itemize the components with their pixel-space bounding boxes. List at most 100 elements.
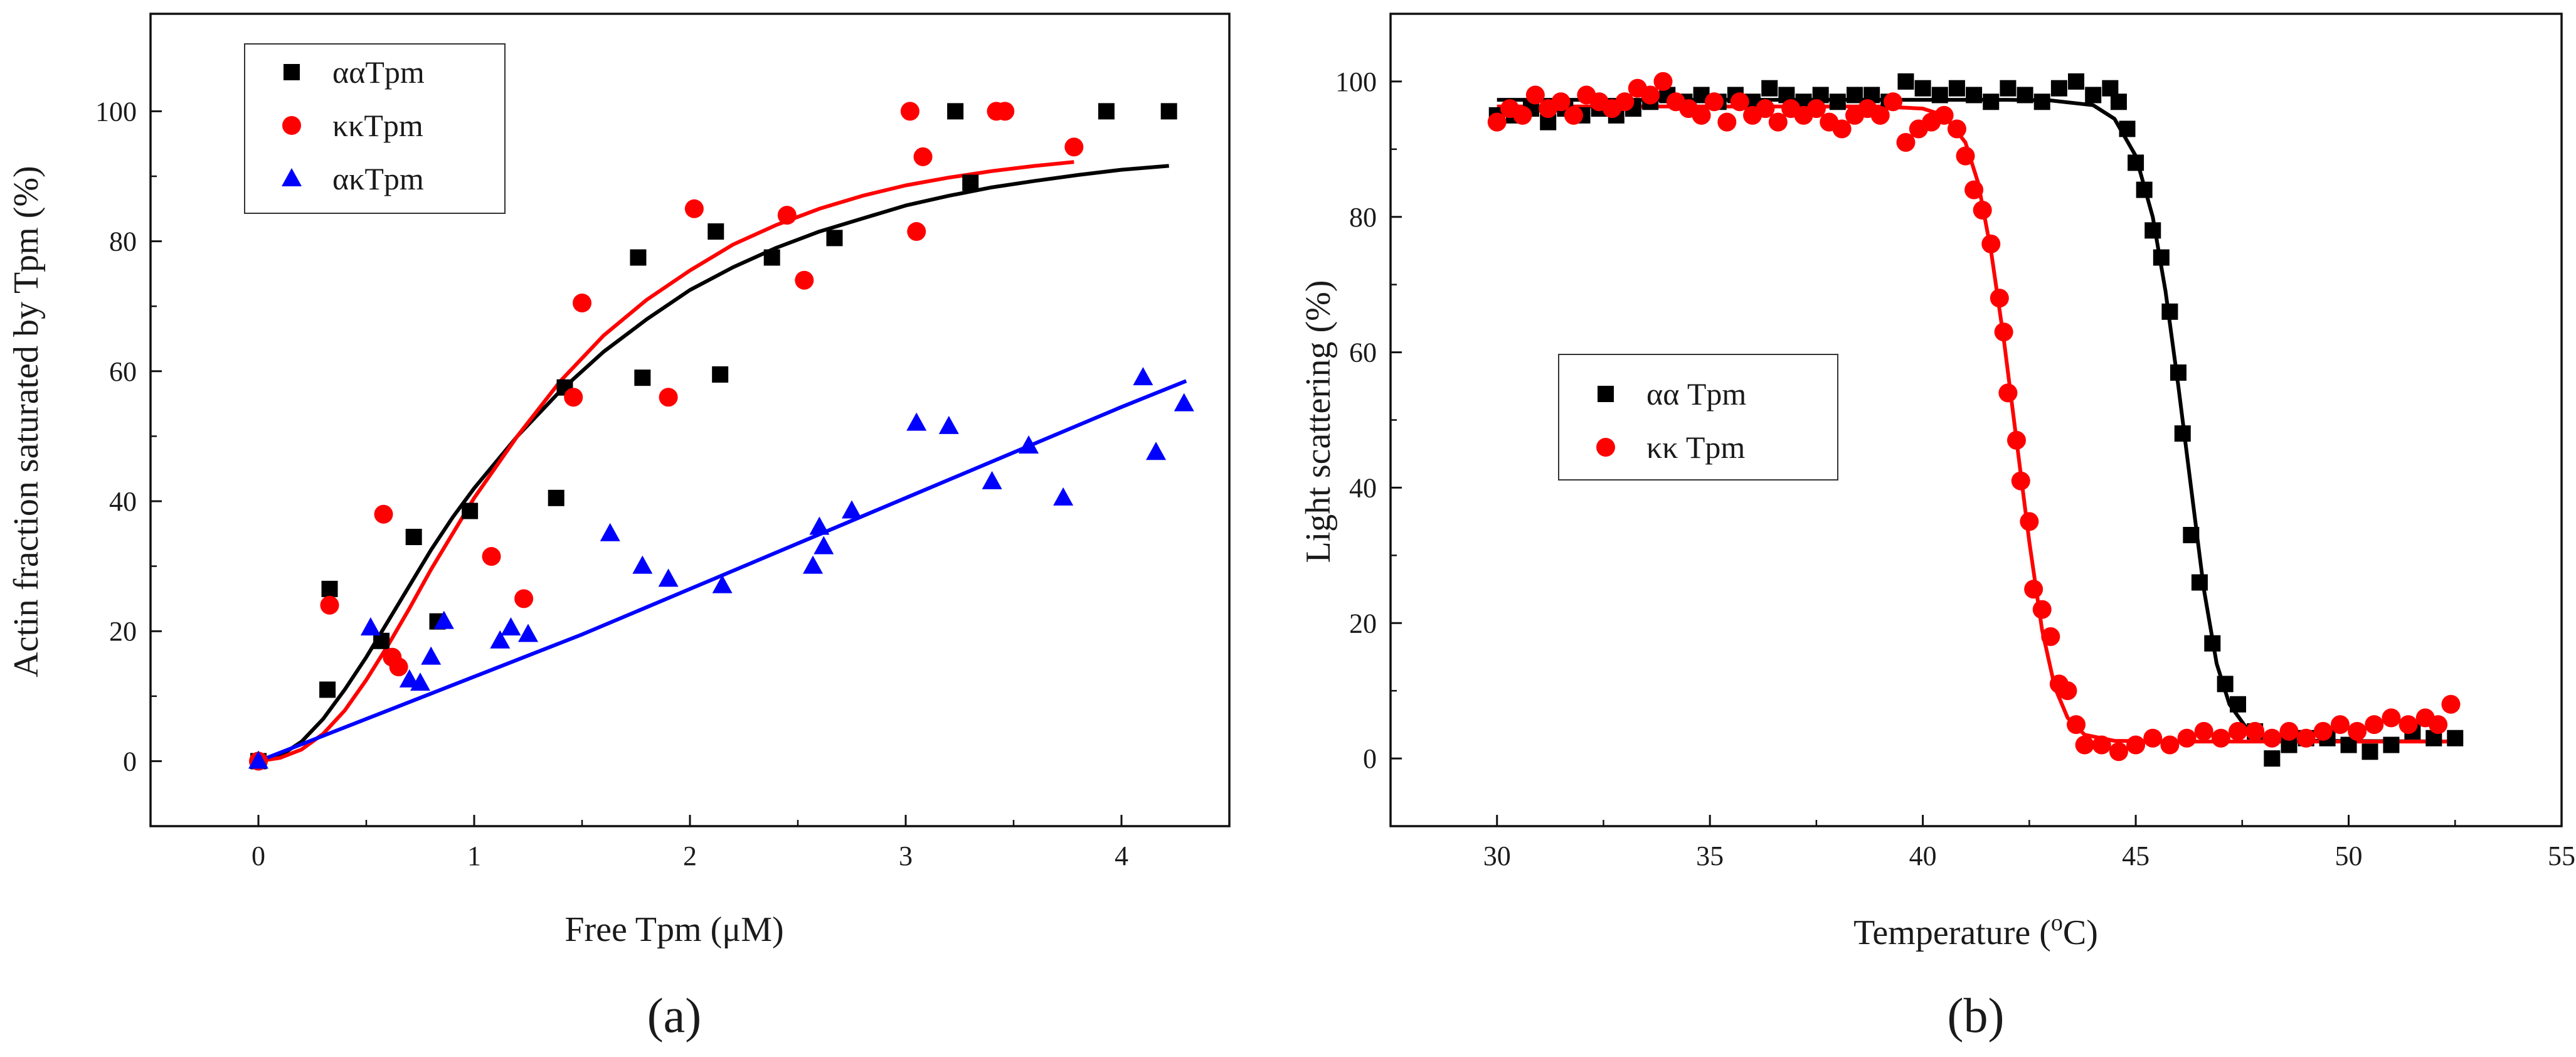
y-tick-label: 0: [1363, 743, 1377, 774]
data-point-κκ-Tpm: [2365, 715, 2384, 735]
data-point-ααTpm: [319, 681, 336, 698]
data-point-ακTpm: [982, 470, 1002, 489]
data-point-ακTpm: [632, 555, 653, 574]
data-point-κκ-Tpm: [2126, 735, 2146, 755]
data-point-κκ-Tpm: [2441, 694, 2461, 714]
data-point-ααTpm: [947, 103, 964, 120]
data-point-ακTpm: [1174, 393, 1194, 412]
data-point-αα-Tpm: [1948, 80, 1965, 97]
y-tick-label: 80: [109, 226, 137, 257]
data-point-κκ-Tpm: [2006, 430, 2026, 450]
data-point-κκ-Tpm: [1525, 85, 1545, 105]
data-point-κκ-Tpm: [2020, 512, 2039, 531]
legend-marker-κκ-Tpm: [1596, 438, 1615, 457]
data-point-κκ-Tpm: [2109, 742, 2128, 762]
y-tick-label: 100: [95, 96, 137, 127]
data-point-κκ-Tpm: [1896, 133, 1916, 152]
x-tick-label: 55: [2548, 841, 2575, 871]
legend-label-κκTpm: κκTpm: [332, 108, 423, 143]
data-point-κκ-Tpm: [1513, 105, 1532, 125]
data-point-κκ-Tpm: [1717, 112, 1737, 132]
data-point-κκ-Tpm: [1564, 105, 1583, 125]
legend-b: αα Tpm κκ Tpm: [1558, 354, 1838, 481]
legend-marker-κκTpm: [282, 116, 301, 135]
data-point-κκ-Tpm: [1973, 200, 1992, 220]
data-point-κκTpm: [659, 388, 678, 407]
y-tick-label: 40: [1349, 472, 1377, 503]
data-point-ακTpm: [600, 523, 620, 541]
data-point-αα-Tpm: [2174, 425, 2191, 442]
data-point-κκ-Tpm: [2160, 735, 2180, 755]
data-point-αα-Tpm: [2017, 87, 2033, 104]
data-point-κκ-Tpm: [1768, 112, 1788, 132]
data-point-αα-Tpm: [2153, 249, 2170, 266]
x-tick-label: 1: [467, 841, 481, 871]
data-point-κκ-Tpm: [2024, 580, 2043, 599]
x-tick-label: 4: [1115, 841, 1128, 871]
data-point-κκ-Tpm: [1884, 92, 1903, 112]
data-point-κκ-Tpm: [2194, 721, 2213, 741]
y-tick-label: 80: [1349, 202, 1377, 233]
data-point-κκ-Tpm: [1756, 99, 1775, 119]
data-point-αα-Tpm: [2161, 303, 2178, 320]
data-point-κκ-Tpm: [2429, 715, 2448, 735]
data-point-κκ-Tpm: [2313, 721, 2333, 741]
data-point-κκ-Tpm: [1998, 383, 2018, 403]
chart-panel-b: 30 35 40 45 50 55 0 20 40 60 80 100 Temperature (oC…: [1299, 13, 2575, 1043]
data-point-ακTpm: [906, 412, 927, 431]
legend-label-ακTpm: ακTpm: [332, 161, 424, 196]
data-point-αα-Tpm: [2361, 743, 2378, 760]
data-point-κκ-Tpm: [2067, 715, 2086, 735]
data-point-κκ-Tpm: [1956, 146, 1975, 166]
fit-line-ακTpm: [257, 379, 1187, 763]
data-point-κκ-Tpm: [2348, 721, 2367, 741]
data-point-ακTpm: [814, 536, 834, 555]
data-point-αα-Tpm: [1966, 87, 1983, 104]
data-point-ακTpm: [809, 516, 830, 535]
data-point-κκTpm: [514, 589, 534, 608]
data-point-ακTpm: [1019, 435, 1039, 454]
x-axis-label-b-unit: C): [2063, 913, 2098, 952]
data-point-κκ-Tpm: [2330, 715, 2350, 735]
data-point-κκ-Tpm: [1692, 105, 1711, 125]
data-point-αα-Tpm: [2033, 93, 2050, 110]
data-point-κκ-Tpm: [1870, 105, 1890, 125]
legend-marker-αα-Tpm: [1598, 386, 1614, 402]
x-tick-label: 3: [899, 841, 913, 871]
data-point-αα-Tpm: [2447, 730, 2464, 746]
data-point-ακTpm: [803, 555, 824, 574]
data-point-ακTpm: [490, 630, 511, 649]
data-point-κκTpm: [564, 388, 583, 407]
data-point-αα-Tpm: [1897, 73, 1914, 90]
data-point-κκ-Tpm: [1641, 85, 1660, 105]
x-tick-label: 35: [1696, 841, 1724, 871]
data-point-κκTpm: [913, 147, 933, 166]
data-point-ακTpm: [658, 568, 679, 587]
data-point-ακTpm: [938, 415, 959, 434]
data-point-κκ-Tpm: [1653, 72, 1673, 91]
data-point-αα-Tpm: [2204, 635, 2221, 652]
data-point-αα-Tpm: [2230, 696, 2247, 713]
data-point-ααTpm: [548, 489, 564, 506]
data-point-ακTpm: [1133, 367, 1153, 386]
y-tick-label: 20: [109, 616, 137, 647]
data-point-κκ-Tpm: [2211, 728, 2230, 748]
legend-label-κκ-Tpm: κκ Tpm: [1646, 430, 1745, 465]
x-tick-label: 40: [1909, 841, 1937, 871]
legend-marker-ααTpm: [284, 64, 300, 80]
data-point-κκTpm: [1064, 137, 1084, 157]
data-point-ααTpm: [763, 249, 780, 266]
y-axis-label-a: Actin fraction saturated by Tpm (%): [7, 166, 46, 677]
data-point-αα-Tpm: [2136, 181, 2153, 198]
data-point-ααTpm: [712, 366, 729, 383]
data-point-κκ-Tpm: [2296, 728, 2316, 748]
data-point-ακTpm: [421, 646, 442, 665]
x-tick-label: 30: [1483, 841, 1511, 871]
data-point-ακTpm: [712, 575, 733, 593]
y-tick-label: 100: [1335, 66, 1377, 97]
data-point-κκ-Tpm: [2143, 728, 2163, 748]
data-point-ααTpm: [634, 369, 651, 386]
data-point-κκTpm: [900, 102, 920, 121]
data-point-κκTpm: [684, 199, 704, 218]
data-point-κκ-Tpm: [2032, 600, 2052, 619]
